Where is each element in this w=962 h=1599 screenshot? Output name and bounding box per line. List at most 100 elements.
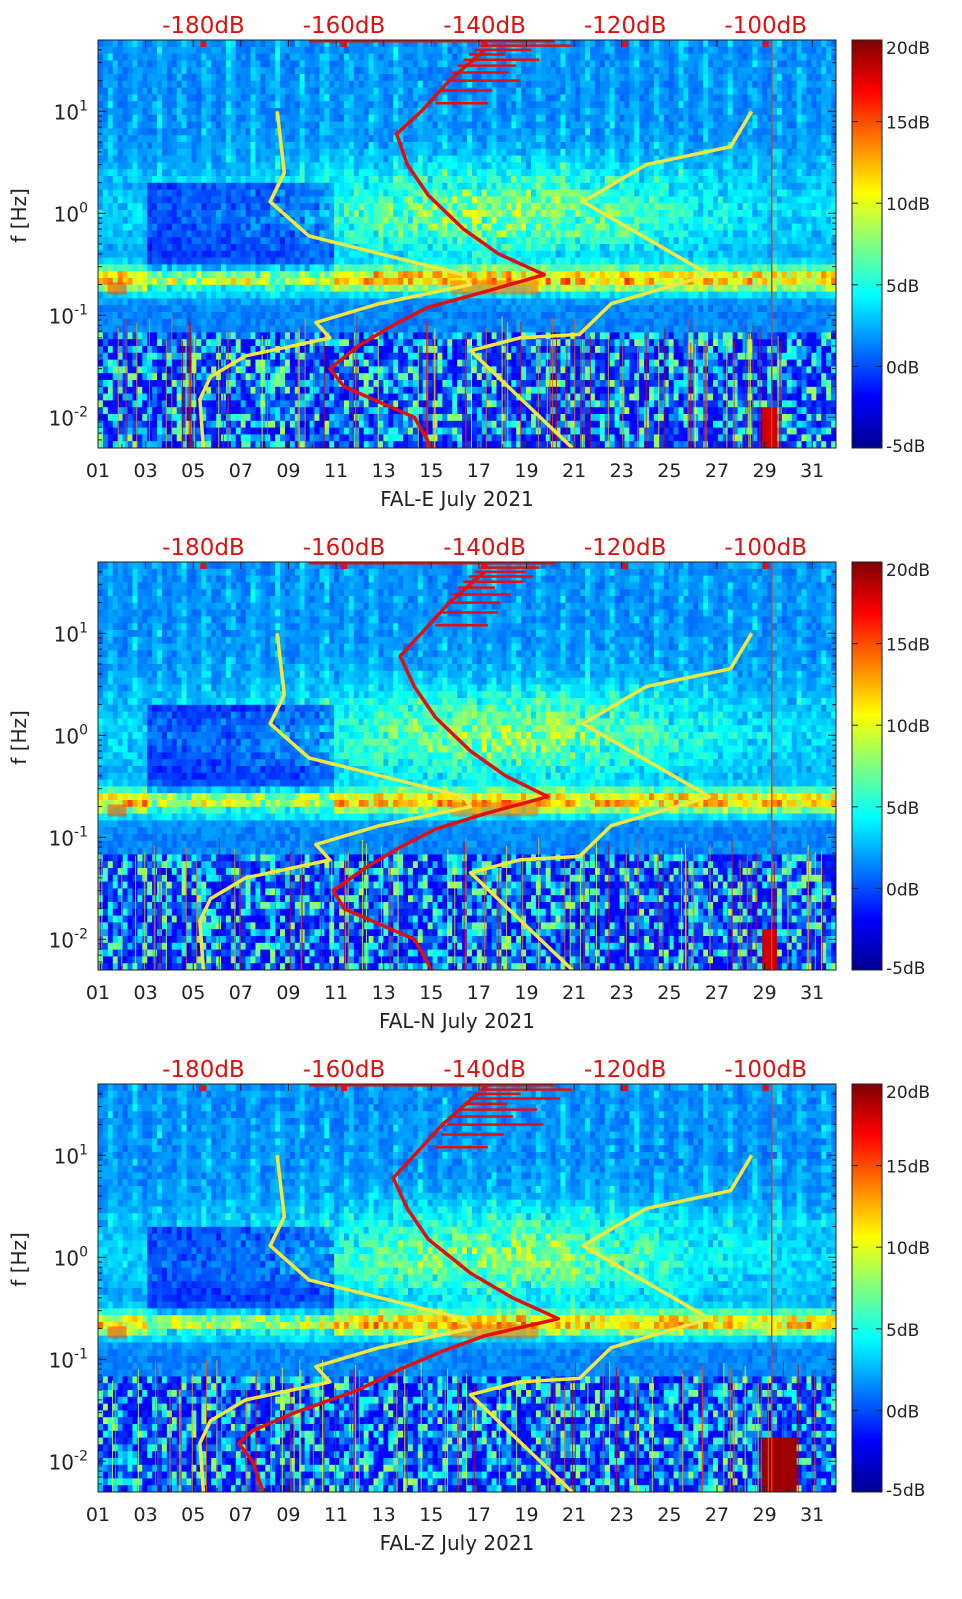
y-tick-label: 10-1: [49, 824, 88, 850]
x-tick-label: 27: [705, 460, 729, 482]
x-tick-label: 11: [324, 1504, 348, 1526]
colorbar: [851, 1083, 883, 1493]
x-tick-label: 31: [800, 460, 824, 482]
top-db-axis-label: -160dB: [303, 13, 386, 39]
x-tick-label: 09: [276, 460, 300, 482]
colorbar-tick-label: -5dB: [886, 437, 925, 457]
x-tick-label: 05: [181, 460, 205, 482]
yellow-curve-left: [198, 111, 473, 448]
yellow-curve-right: [468, 632, 754, 970]
colorbar-tick-label: 15dB: [886, 1158, 930, 1178]
top-db-axis-label: -100dB: [724, 1057, 807, 1083]
colorbar-tick-label: 10dB: [886, 717, 930, 737]
x-tick-label: 29: [752, 982, 776, 1004]
x-tick-label: 19: [514, 1504, 538, 1526]
top-db-axis-label: -140dB: [443, 535, 526, 561]
x-tick-label: 11: [324, 460, 348, 482]
x-axis-label: FAL-N July 2021: [379, 1009, 535, 1033]
x-tick-label: 21: [562, 460, 586, 482]
x-tick-label: 15: [419, 982, 443, 1004]
x-tick-label: 01: [86, 982, 110, 1004]
x-tick-label: 03: [134, 982, 158, 1004]
colorbar-tick-label: 0dB: [886, 358, 919, 378]
spectrogram-heatmap: [98, 40, 836, 448]
top-db-axis-label: -140dB: [443, 13, 526, 39]
x-tick-label: 31: [800, 1504, 824, 1526]
colorbar-tick-label: 20dB: [886, 1083, 930, 1103]
x-tick-label: 23: [610, 982, 634, 1004]
x-tick-label: 15: [419, 1504, 443, 1526]
colorbar-tick-label: 20dB: [886, 561, 930, 581]
x-tick-label: 01: [86, 1504, 110, 1526]
top-db-axis-label: -180dB: [162, 535, 245, 561]
x-tick-label: 25: [657, 1504, 681, 1526]
y-tick-label: 10-1: [49, 1346, 88, 1372]
colorbar-tick-label: 0dB: [886, 880, 919, 900]
x-tick-label: 19: [514, 460, 538, 482]
y-tick-label: 100: [54, 1244, 88, 1270]
y-tick-label: 101: [54, 620, 88, 646]
x-tick-label: 01: [86, 460, 110, 482]
top-db-axis-label: -180dB: [162, 1057, 245, 1083]
y-tick-label: 10-1: [49, 302, 88, 328]
x-tick-label: 21: [562, 1504, 586, 1526]
colorbar-tick-label: 10dB: [886, 1239, 930, 1259]
top-db-axis-label: -120dB: [584, 535, 667, 561]
yellow-curve-right: [468, 110, 754, 448]
colorbar-tick-label: 10dB: [886, 195, 930, 215]
panel-3: 01 03 05 07 09 11 13 15 17 19 21 23 25 27 29 31 10-2 10-1…: [7, 1057, 930, 1555]
x-tick-label: 07: [229, 982, 253, 1004]
x-tick-label: 25: [657, 460, 681, 482]
x-tick-label: 13: [372, 1504, 396, 1526]
x-tick-label: 09: [276, 1504, 300, 1526]
yellow-curve-left: [198, 1155, 473, 1492]
red-psd-curve: [328, 48, 547, 448]
top-db-axis-label: -120dB: [584, 13, 667, 39]
colorbar: [851, 39, 883, 449]
colorbar-tick-label: 15dB: [886, 114, 930, 134]
x-tick-label: 31: [800, 982, 824, 1004]
y-axis-label: f [Hz]: [7, 710, 31, 765]
x-tick-label: 15: [419, 460, 443, 482]
colorbar-tick-label: 15dB: [886, 636, 930, 656]
top-db-axis-label: -120dB: [584, 1057, 667, 1083]
spectrogram-heatmap: [98, 562, 836, 970]
x-tick-label: 05: [181, 982, 205, 1004]
x-tick-label: 23: [610, 460, 634, 482]
colorbar-tick-label: 5dB: [886, 1321, 919, 1341]
colorbar-tick-label: 20dB: [886, 39, 930, 59]
top-db-axis-label: -160dB: [303, 1057, 386, 1083]
x-tick-label: 25: [657, 982, 681, 1004]
colorbar-tick-label: 5dB: [886, 277, 919, 297]
x-axis-label: FAL-Z July 2021: [380, 1531, 535, 1555]
x-tick-label: 03: [134, 460, 158, 482]
x-tick-label: 09: [276, 982, 300, 1004]
colorbar: [851, 561, 883, 971]
colorbar-tick-label: 0dB: [886, 1402, 919, 1422]
x-tick-label: 17: [467, 460, 491, 482]
x-tick-label: 07: [229, 460, 253, 482]
yellow-curve-right: [468, 1154, 754, 1492]
x-tick-label: 13: [372, 982, 396, 1004]
y-tick-label: 10-2: [49, 926, 88, 952]
colorbar-tick-label: -5dB: [886, 1481, 925, 1501]
x-tick-label: 11: [324, 982, 348, 1004]
x-tick-label: 05: [181, 1504, 205, 1526]
y-tick-label: 101: [54, 1142, 88, 1168]
y-tick-label: 100: [54, 200, 88, 226]
yellow-curve-left: [198, 633, 473, 970]
y-tick-label: 100: [54, 722, 88, 748]
colorbar-tick-label: 5dB: [886, 799, 919, 819]
x-tick-label: 21: [562, 982, 586, 1004]
spectrogram-heatmap: [98, 1084, 836, 1492]
top-db-axis-label: -140dB: [443, 1057, 526, 1083]
y-tick-label: 10-2: [49, 404, 88, 430]
x-tick-label: 17: [467, 982, 491, 1004]
x-tick-label: 03: [134, 1504, 158, 1526]
x-tick-label: 27: [705, 1504, 729, 1526]
top-db-axis-label: -160dB: [303, 535, 386, 561]
x-tick-label: 13: [372, 460, 396, 482]
y-axis-label: f [Hz]: [7, 188, 31, 243]
y-tick-label: 101: [54, 98, 88, 124]
